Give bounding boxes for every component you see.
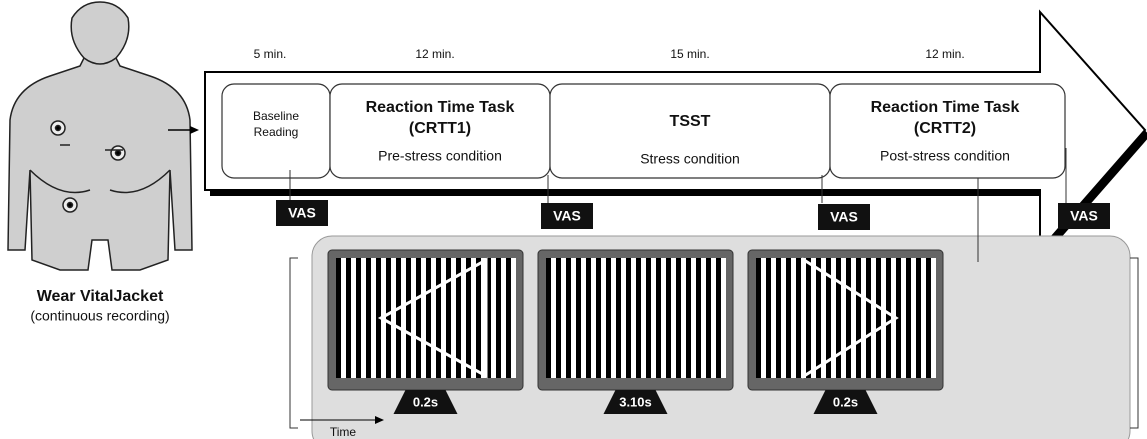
stripe	[341, 258, 346, 378]
arrow-head	[375, 416, 384, 424]
vas-box	[276, 200, 328, 226]
stripe	[771, 258, 776, 378]
stripe	[421, 258, 426, 378]
stripe	[651, 258, 656, 378]
stripe	[841, 258, 846, 378]
stripe	[861, 258, 866, 378]
stripe	[461, 258, 466, 378]
person-sublabel: (continuous recording)	[30, 308, 169, 324]
stripe	[411, 258, 416, 378]
monitor-time: 0.2s	[413, 394, 438, 409]
phase-condition: Pre-stress condition	[378, 148, 502, 164]
vas-label: VAS	[553, 208, 581, 224]
stripe	[451, 258, 456, 378]
person-label: Wear VitalJacket	[37, 288, 164, 305]
phase-title: Reaction Time Task	[366, 99, 515, 116]
monitor-stand	[813, 390, 878, 414]
stripe	[831, 258, 836, 378]
phase-code: (CRTT2)	[914, 120, 976, 137]
stripe	[591, 258, 596, 378]
duration: 12 min.	[925, 47, 964, 61]
stripe	[491, 258, 496, 378]
cue-arrow	[377, 257, 488, 379]
arrow-head	[190, 126, 199, 134]
bracket	[289, 257, 1139, 429]
stripe	[851, 258, 856, 378]
stripe	[921, 258, 926, 378]
stripe	[561, 258, 566, 378]
stripe	[551, 258, 556, 378]
monitor-stand	[393, 390, 458, 414]
stripe	[611, 258, 616, 378]
person-figure	[7, 1, 193, 271]
stripe	[761, 258, 766, 378]
time-label: Time	[330, 425, 357, 439]
monitor-stand	[603, 390, 668, 414]
phase-title: Reaction Time Task	[871, 99, 1020, 116]
monitor-time: 3.10s	[619, 394, 652, 409]
stripe	[811, 258, 816, 378]
stripe	[911, 258, 916, 378]
vas-label: VAS	[830, 209, 858, 225]
stripe	[501, 258, 506, 378]
phase-box	[829, 83, 1066, 179]
stripe	[691, 258, 696, 378]
stripe	[391, 258, 396, 378]
duration: 12 min.	[415, 47, 454, 61]
stripe	[881, 258, 886, 378]
stripe	[871, 258, 876, 378]
stripe	[631, 258, 636, 378]
vas-label: VAS	[1070, 208, 1098, 224]
vas-box	[1058, 203, 1110, 229]
stripe	[441, 258, 446, 378]
cue-arrow	[802, 257, 899, 379]
stripe	[661, 258, 666, 378]
stripe	[701, 258, 706, 378]
stripe	[711, 258, 716, 378]
stripe	[671, 258, 676, 378]
stripe	[791, 258, 796, 378]
stripe	[471, 258, 476, 378]
stripe	[431, 258, 436, 378]
phase-title: TSST	[670, 113, 711, 130]
vas-box	[818, 204, 870, 230]
vas-label: VAS	[288, 205, 316, 221]
phase-condition: Stress condition	[640, 151, 740, 167]
stripe	[581, 258, 586, 378]
stripe	[511, 258, 516, 378]
duration: 15 min.	[670, 47, 709, 61]
phase-condition: Post-stress condition	[880, 148, 1010, 164]
stripe	[401, 258, 406, 378]
stripe	[781, 258, 786, 378]
stripe	[621, 258, 626, 378]
stripe	[601, 258, 606, 378]
phase-code: (CRTT1)	[409, 120, 471, 137]
stripe	[821, 258, 826, 378]
stripe	[481, 258, 486, 378]
stripe	[361, 258, 366, 378]
stripe	[681, 258, 686, 378]
vas-box	[541, 203, 593, 229]
stripe	[571, 258, 576, 378]
monitor-time: 0.2s	[833, 394, 858, 409]
stripe	[901, 258, 906, 378]
stripe	[641, 258, 646, 378]
monitors: 0.2s 3.10s 0.2s	[327, 249, 944, 414]
phase-label: Baseline	[253, 109, 299, 123]
stripe	[371, 258, 376, 378]
stripe	[721, 258, 726, 378]
duration: 5 min.	[254, 47, 287, 61]
stripe	[931, 258, 936, 378]
stripe	[351, 258, 356, 378]
phase-label: Reading	[254, 125, 299, 139]
